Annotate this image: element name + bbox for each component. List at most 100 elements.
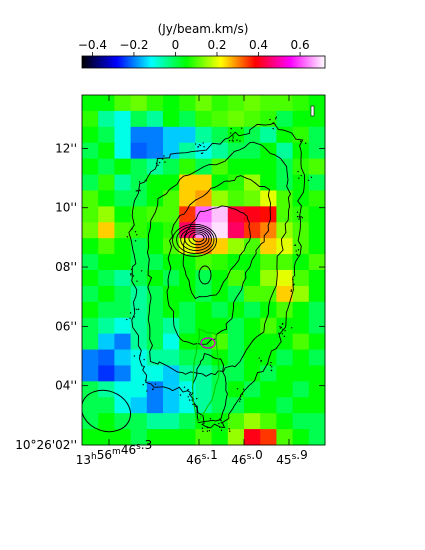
colorbar-tick-label: 0.6	[291, 38, 310, 52]
heatmap-cell	[276, 365, 293, 382]
heatmap-cell	[98, 95, 115, 112]
contour-speck	[145, 180, 147, 182]
heatmap-cell	[276, 110, 293, 128]
heatmap-cell	[179, 158, 196, 175]
contour-speck	[132, 275, 135, 277]
heatmap-cell	[211, 349, 229, 366]
heatmap-cell	[98, 238, 115, 255]
heatmap-cell	[163, 95, 180, 112]
heatmap-cell	[292, 285, 310, 303]
colorbar-tick-label: −0.4	[78, 38, 107, 52]
heatmap-cell	[260, 270, 277, 287]
heatmap-cell	[308, 397, 326, 414]
contour-speck	[191, 392, 194, 394]
heatmap-cell	[308, 301, 326, 319]
heatmap-cell	[308, 317, 326, 335]
heatmap-cell	[227, 238, 245, 255]
colorbar-tick-label: 0.4	[249, 38, 268, 52]
heatmap-cell	[244, 397, 261, 414]
heatmap-cell	[227, 110, 245, 128]
heatmap-cell	[276, 222, 293, 239]
contour-speck	[208, 429, 211, 432]
heatmap-cell	[146, 333, 164, 350]
heatmap-cell	[292, 174, 310, 191]
heatmap-cell	[179, 190, 196, 207]
heatmap-cell	[114, 317, 131, 335]
contour-speck	[206, 430, 209, 432]
heatmap-cell	[292, 126, 310, 144]
heatmap-cell	[114, 238, 131, 255]
heatmap-cell	[292, 397, 310, 414]
heatmap-cell	[130, 174, 148, 191]
contour-speck	[228, 428, 230, 430]
contour-speck	[129, 312, 132, 314]
contour-speck	[239, 140, 241, 142]
heatmap-cell	[260, 333, 277, 350]
heatmap-cell	[276, 254, 293, 271]
contour-speck	[290, 289, 293, 291]
contour-speck	[232, 135, 234, 137]
heatmap-cell	[227, 333, 245, 350]
heatmap-cell	[98, 413, 115, 430]
contour-speck	[269, 118, 271, 121]
heatmap-cell	[82, 381, 99, 398]
heatmap-cell	[276, 158, 293, 175]
heatmap-cell	[130, 317, 148, 335]
heatmap-cell	[130, 126, 148, 144]
heatmap-cell	[82, 126, 99, 144]
contour-speck	[130, 273, 132, 275]
heatmap-cell	[195, 381, 212, 398]
heatmap-cell	[82, 238, 99, 255]
y-tick-label: 10''	[55, 201, 77, 215]
contour-speck	[137, 308, 140, 310]
heatmap-cell	[195, 95, 212, 112]
contour-speck	[299, 140, 302, 142]
heatmap-cell	[179, 301, 196, 319]
heatmap-cell	[195, 190, 212, 207]
heatmap-cell	[179, 285, 196, 303]
heatmap-cell	[260, 349, 277, 366]
heatmap-cell	[276, 317, 293, 335]
contour-speck	[269, 364, 272, 367]
heatmap-cell	[308, 254, 326, 271]
contour-speck	[229, 430, 231, 432]
colorbar-label: (Jy/beam.km/s)	[158, 22, 249, 36]
contour-speck	[230, 132, 232, 134]
contour-speck	[281, 333, 284, 335]
contour-speck	[207, 426, 209, 429]
heatmap-cell	[130, 301, 148, 319]
heatmap-cell	[82, 365, 99, 382]
heatmap-cell	[244, 270, 261, 287]
contour-speck	[292, 278, 294, 281]
heatmap-cell	[130, 142, 148, 160]
contour-speck	[284, 330, 286, 332]
heatmap-cell	[146, 238, 164, 255]
heatmap-cell	[211, 429, 229, 446]
contour-speck	[133, 308, 136, 310]
contour-speck	[136, 280, 138, 282]
heatmap-cell	[82, 158, 99, 175]
heatmap-cell	[244, 254, 261, 271]
y-tick-labels: 04'' 06'' 08'' 10'' 12'' 10°26'02''	[15, 141, 77, 452]
heatmap-cell	[195, 301, 212, 319]
heatmap-cell	[227, 95, 245, 112]
contour-line	[176, 225, 215, 254]
contour-speck	[130, 268, 133, 271]
heatmap-cell	[82, 301, 99, 319]
heatmap-cell	[82, 206, 99, 223]
contour-speck	[190, 393, 193, 396]
heatmap-cell	[163, 365, 180, 382]
heatmap-cell	[260, 95, 277, 112]
contour-speck	[135, 190, 137, 192]
contour-speck	[275, 116, 278, 118]
contour-speck	[260, 359, 262, 362]
heatmap-cell	[114, 254, 131, 271]
contour-speck	[281, 323, 284, 325]
heatmap-cell	[292, 333, 310, 350]
contour-speck	[194, 143, 197, 145]
heatmap-cell	[260, 206, 277, 223]
heatmap-cell	[130, 413, 148, 430]
heatmap-cell	[276, 142, 293, 160]
heatmap-cell	[308, 174, 326, 191]
heatmap-cell	[146, 429, 164, 446]
